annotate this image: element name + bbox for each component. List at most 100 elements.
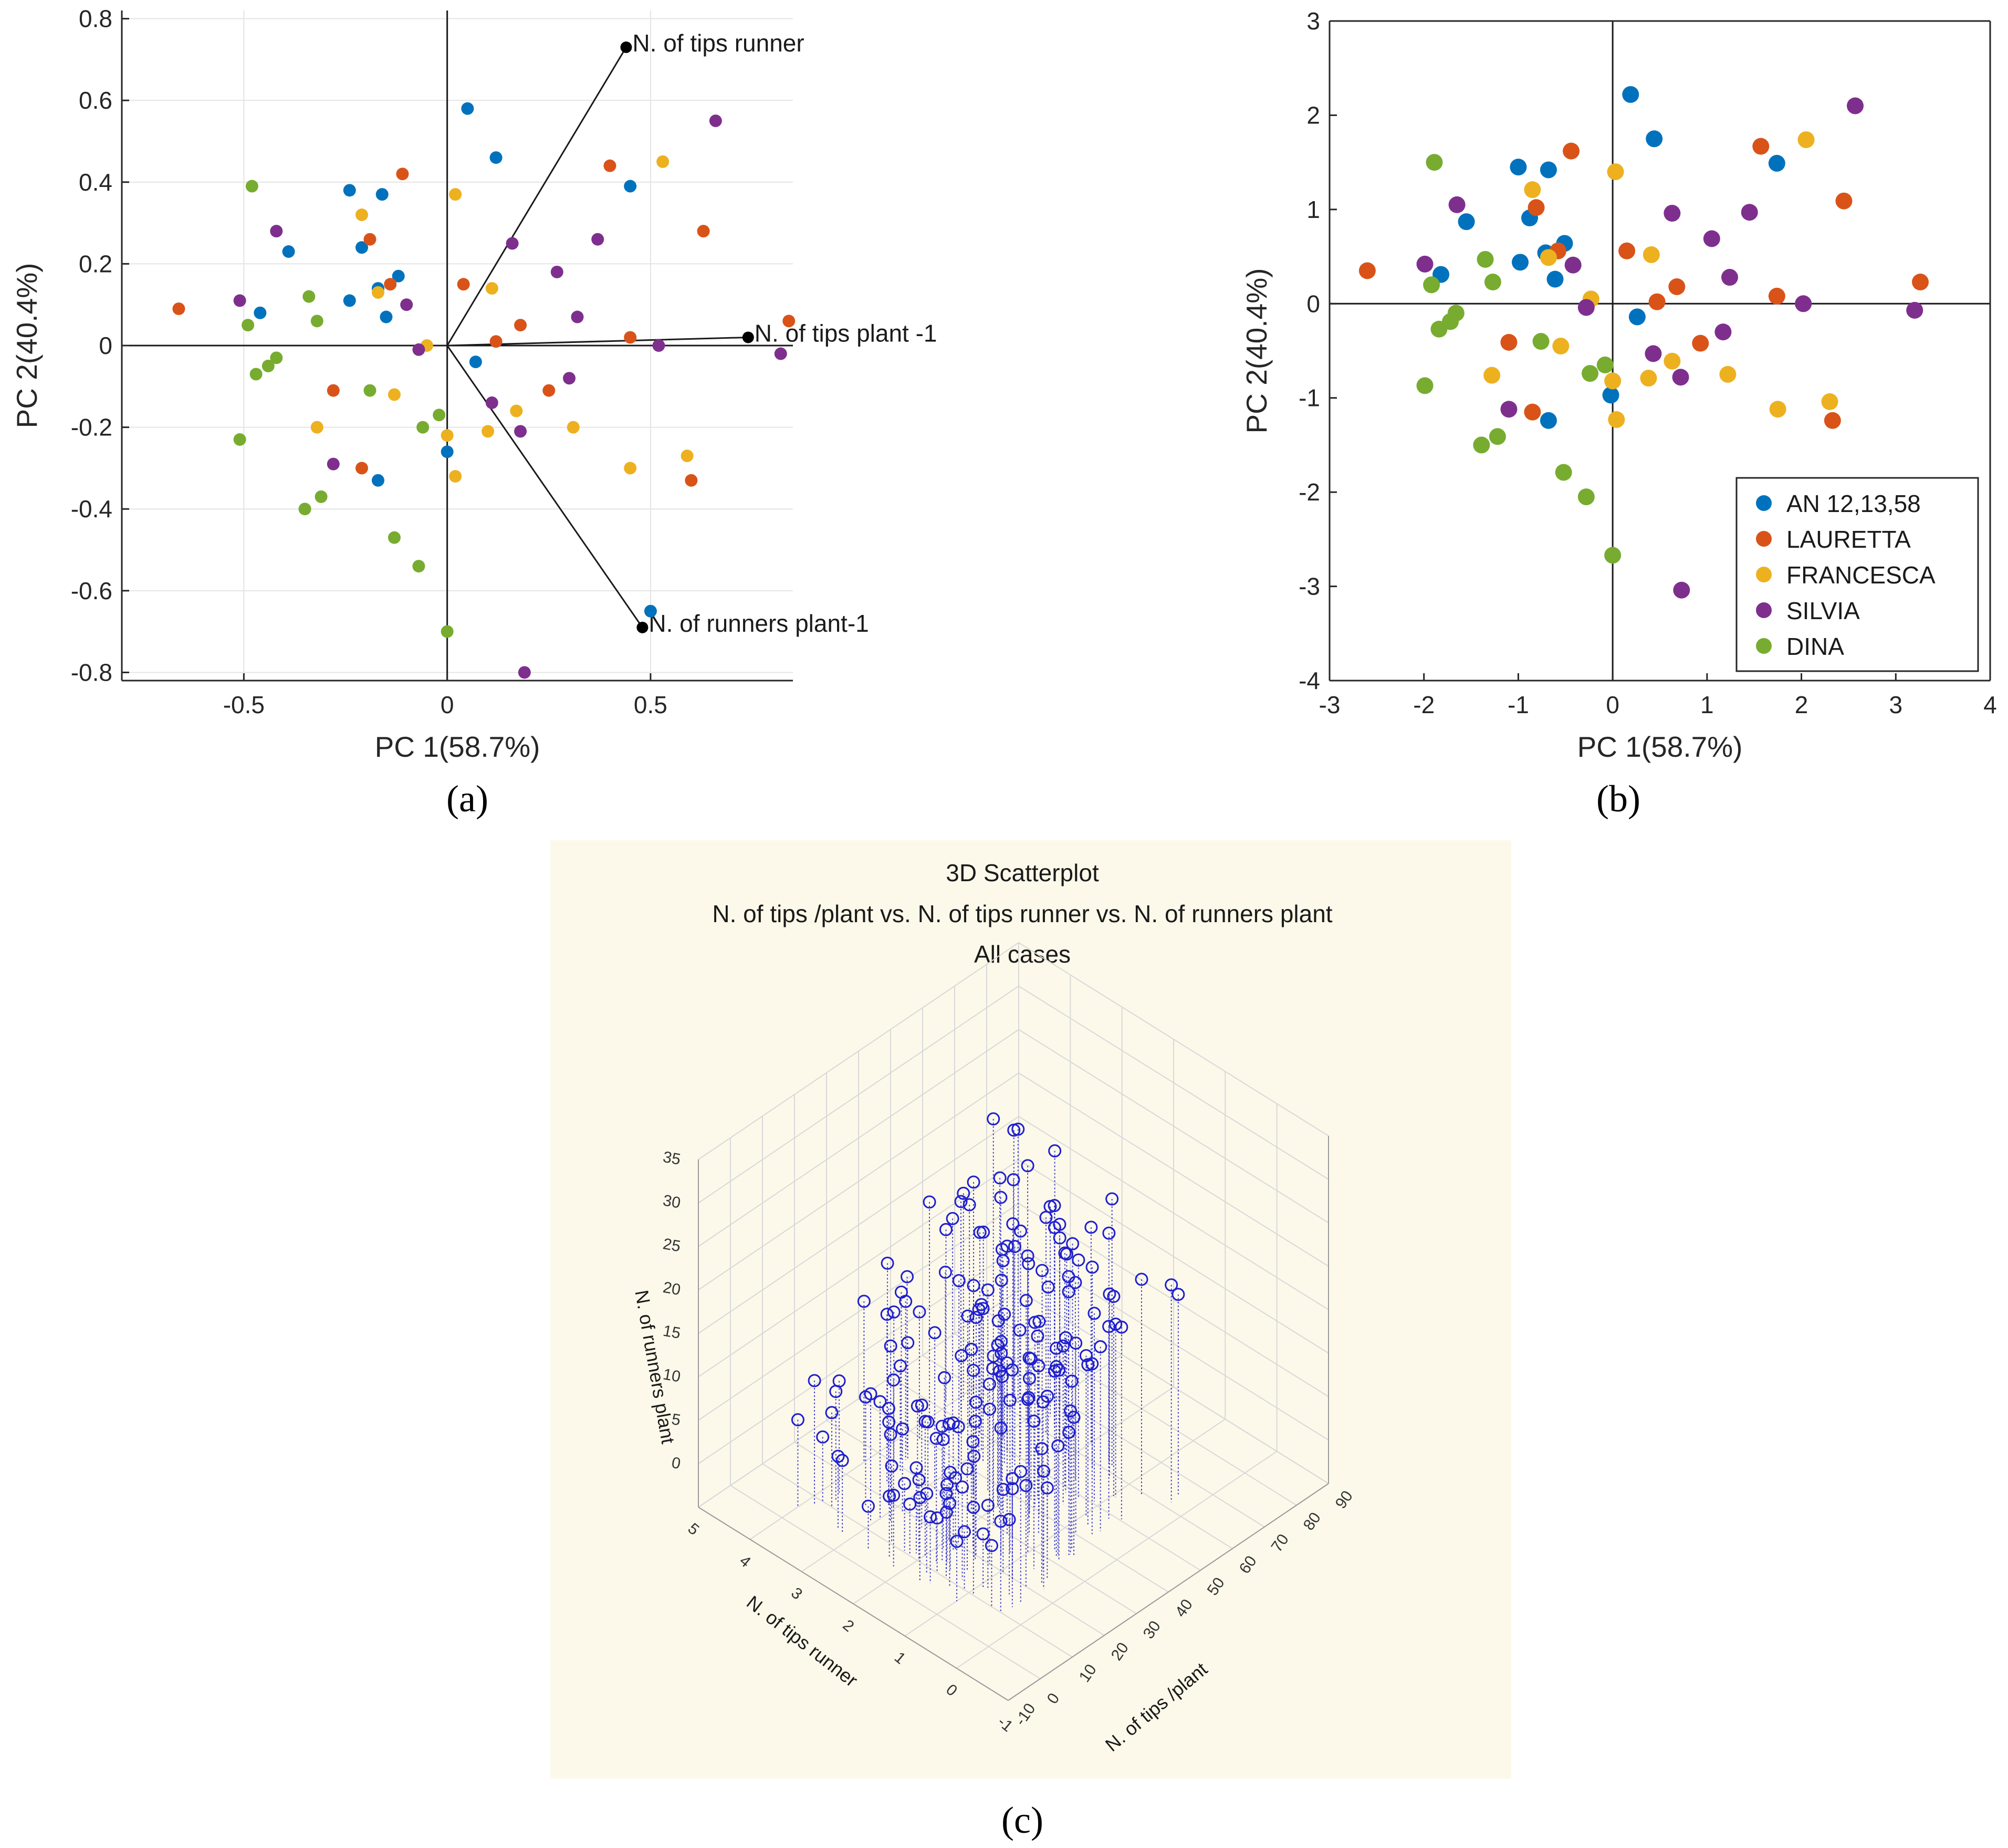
data-point [1358, 262, 1376, 279]
data-point [681, 450, 694, 463]
data-point [967, 1279, 980, 1292]
data-point [1500, 333, 1518, 351]
data-point [952, 1274, 966, 1288]
data-point [1768, 287, 1785, 305]
data-point [939, 1506, 953, 1519]
data-point [302, 290, 316, 303]
data-point [396, 168, 409, 181]
data-point [881, 1256, 894, 1270]
x-tick-label: 1 [1700, 691, 1714, 718]
data-point [1564, 256, 1582, 274]
data-point [967, 1175, 980, 1189]
data-point [944, 1466, 957, 1479]
data-point [254, 306, 267, 319]
data-point [1540, 412, 1557, 429]
data-point [506, 237, 519, 250]
data-point [880, 1308, 894, 1321]
data-point [782, 315, 796, 328]
data-point [884, 1339, 897, 1353]
data-point [355, 241, 368, 254]
data-point [921, 1415, 935, 1429]
data-point [1063, 1404, 1077, 1418]
data-point [950, 1534, 964, 1548]
data-point [433, 409, 446, 422]
data-point [1032, 1314, 1046, 1328]
data-point [1057, 1339, 1070, 1353]
data-point [808, 1374, 821, 1387]
data-point [1824, 412, 1841, 429]
loading-vector-label: N. of runners plant-1 [649, 610, 869, 637]
data-point [1022, 1351, 1036, 1365]
data-point [644, 604, 657, 618]
data-point [518, 666, 531, 679]
data-point [1416, 255, 1434, 273]
data-point [1031, 1329, 1044, 1343]
data-point [915, 1398, 928, 1412]
legend-marker [1756, 602, 1772, 618]
data-point [896, 1422, 909, 1436]
data-point [1102, 1226, 1116, 1240]
data-point [1752, 138, 1770, 155]
y-tick-label: -0.6 [71, 577, 112, 604]
data-point [371, 286, 384, 299]
y-tick-label: -0.8 [71, 659, 112, 686]
data-point [1512, 254, 1529, 271]
data-point [172, 302, 185, 315]
data-point [1795, 295, 1812, 312]
data-point [563, 372, 576, 385]
data-point [1048, 1221, 1061, 1235]
data-point [514, 425, 527, 438]
data-point [894, 1285, 908, 1299]
data-point [685, 474, 698, 487]
data-point [973, 1226, 987, 1239]
data-point [388, 531, 401, 544]
data-point [656, 155, 670, 168]
data-point [1069, 1276, 1082, 1289]
data-point [1648, 293, 1666, 310]
data-point [1532, 333, 1550, 350]
data-point [233, 433, 246, 446]
data-point [270, 351, 283, 364]
data-point [1577, 299, 1595, 316]
legend-box [1735, 477, 1979, 672]
data-point [1664, 205, 1681, 222]
data-point [882, 1402, 895, 1415]
data-point [981, 1283, 995, 1297]
data-point [298, 503, 311, 516]
panel-label: (b) [1596, 778, 1640, 819]
data-point [774, 347, 787, 360]
data-point [1014, 1465, 1028, 1478]
data-point [825, 1406, 839, 1419]
data-point [939, 1223, 953, 1236]
data-point [457, 278, 470, 291]
data-point [968, 1415, 982, 1428]
data-point [1719, 366, 1737, 383]
loading-vector [446, 345, 643, 628]
data-point [1048, 1199, 1061, 1213]
data-point [355, 208, 368, 222]
grid-line-floor [749, 1322, 1071, 1540]
data-point [857, 1294, 871, 1308]
y-tick-label: -0.2 [71, 414, 112, 441]
data-point [441, 429, 454, 442]
data-point [1008, 1240, 1021, 1254]
chart-b: -3 -2 -1 0 1 2 3 4 -4 -3 -2 -1 0 1 2 3 PC 1(58.7%) PC 2(4… [1004, 0, 2008, 819]
data-point [1062, 1425, 1076, 1439]
chart-c-svg: 3D Scatterplot N. of tips /plant vs. N. o… [550, 840, 1511, 1841]
y-tick-label: 0.6 [79, 87, 112, 114]
loading-vector-label: N. of tips runner [632, 29, 804, 57]
z-tick-label: 35 [662, 1149, 682, 1168]
y-tick-label: 1 [1306, 196, 1320, 223]
data-point [1172, 1288, 1185, 1301]
data-point [1555, 464, 1572, 481]
data-point [375, 188, 389, 201]
data-point [1510, 159, 1527, 176]
data-point [485, 396, 498, 409]
data-point [1645, 345, 1662, 362]
data-point [1022, 1257, 1036, 1270]
x-tick-label: 0 [441, 691, 454, 718]
data-point [310, 421, 323, 434]
data-point [1640, 370, 1657, 387]
data-point [510, 404, 523, 417]
panel-label: (c) [1001, 1799, 1043, 1841]
